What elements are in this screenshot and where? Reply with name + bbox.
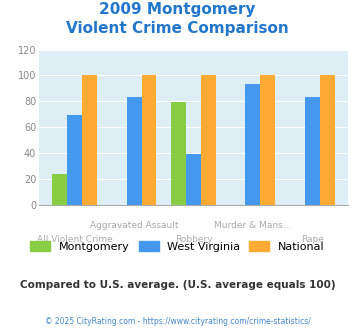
Bar	[142, 75, 156, 205]
Bar	[82, 75, 97, 205]
Bar	[67, 115, 82, 205]
Text: Robbery: Robbery	[175, 235, 212, 244]
Bar	[171, 103, 186, 205]
Text: Aggravated Assault: Aggravated Assault	[90, 221, 178, 230]
Legend: Montgomery, West Virginia, National: Montgomery, West Virginia, National	[30, 241, 325, 252]
Bar	[53, 174, 67, 205]
Bar	[260, 75, 275, 205]
Text: All Violent Crime: All Violent Crime	[37, 235, 113, 244]
Bar	[201, 75, 216, 205]
Text: Rape: Rape	[301, 235, 324, 244]
Text: Compared to U.S. average. (U.S. average equals 100): Compared to U.S. average. (U.S. average …	[20, 280, 335, 290]
Bar	[305, 97, 320, 205]
Text: Murder & Mans...: Murder & Mans...	[214, 221, 291, 230]
Text: Violent Crime Comparison: Violent Crime Comparison	[66, 21, 289, 36]
Bar	[245, 84, 260, 205]
Bar	[127, 97, 142, 205]
Text: © 2025 CityRating.com - https://www.cityrating.com/crime-statistics/: © 2025 CityRating.com - https://www.city…	[45, 317, 310, 326]
Bar	[320, 75, 334, 205]
Bar	[186, 154, 201, 205]
Text: 2009 Montgomery: 2009 Montgomery	[99, 2, 256, 16]
